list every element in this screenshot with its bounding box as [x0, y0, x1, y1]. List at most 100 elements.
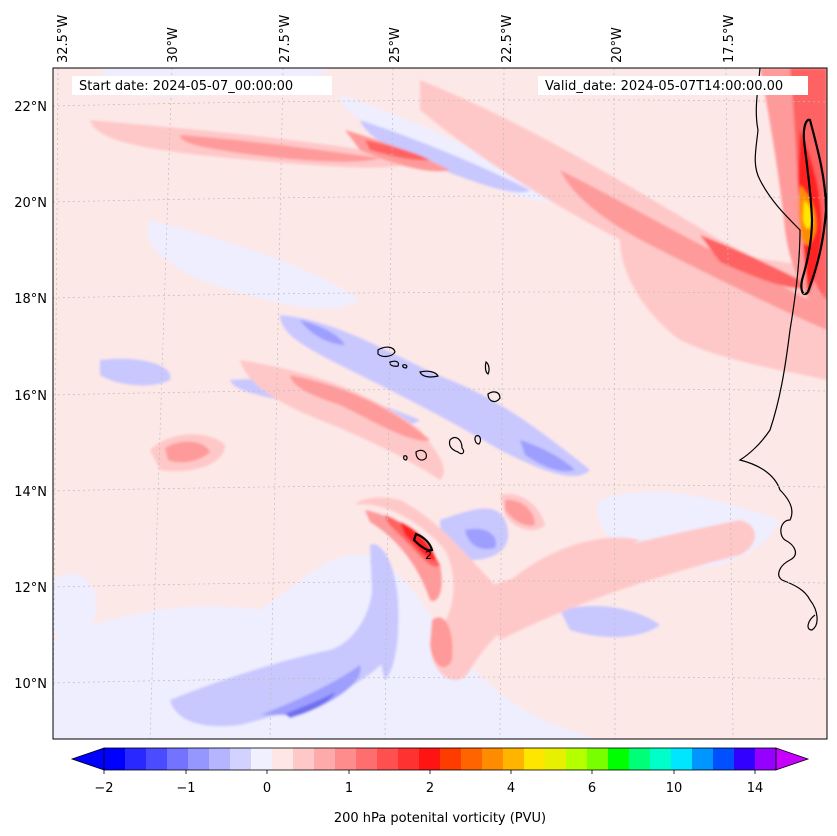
blue-band-southeast [560, 605, 660, 637]
meridian-17-5 [725, 68, 734, 739]
blue-core-dark [285, 692, 335, 718]
island-fogo [415, 449, 427, 461]
island-maio [474, 435, 482, 445]
lat-label: 10°N [14, 677, 47, 692]
africa-coastline [738, 68, 818, 631]
lon-label: 17.5°W [722, 15, 737, 63]
map-frame [52, 67, 828, 740]
colorbar-tick-label: 0 [263, 781, 271, 796]
colorbar-cell [482, 748, 504, 770]
lat-label: 12°N [14, 581, 47, 596]
meridian-20 [613, 68, 616, 739]
colorbar-cell [419, 748, 441, 770]
colorbar-cell [713, 748, 735, 770]
lon-label: 27.5°W [278, 15, 293, 63]
salmon-core-east [505, 499, 535, 526]
colorbar-tick-label: 4 [507, 781, 515, 796]
colorbar-cell [461, 748, 483, 770]
light-blue-region-centre [147, 220, 360, 309]
valid-date-box [538, 76, 808, 95]
colorbar-under-arrow [70, 747, 105, 771]
colorbar-cell [440, 748, 462, 770]
light-blue-region-west [53, 573, 97, 642]
colorbar-tick-label: 14 [747, 781, 764, 796]
lon-label: 30°W [166, 27, 181, 63]
light-blue-region-northband [340, 95, 560, 202]
colorbar-cell [167, 748, 189, 770]
colorbar-cell [230, 748, 252, 770]
colorbar-cell [146, 748, 168, 770]
colorbar-cell [524, 748, 546, 770]
colorbar-cell [650, 748, 672, 770]
colorbar-tick-marks [103, 770, 756, 774]
pink-band-centre [240, 360, 444, 480]
lon-label: 25°W [388, 27, 403, 63]
coastal-yellow [803, 200, 813, 229]
colorbar-tick-label: −1 [176, 781, 195, 796]
colorbar-cell [125, 748, 147, 770]
salmon-core-southvert [430, 617, 453, 668]
island-sao-vicente [389, 360, 400, 367]
island-brava [403, 455, 408, 461]
valid-date-text: Valid_date: 2024-05-07T14:00:00.00 [545, 79, 783, 94]
blue-core-hook [465, 528, 496, 550]
meridian-25 [384, 68, 394, 739]
colorbar-tick-label: 6 [588, 781, 596, 796]
colorbar: −2 −1 0 1 2 4 6 10 14 200 hPa potenital … [70, 747, 810, 826]
colorbar-cell [566, 748, 588, 770]
red-core-north [365, 140, 430, 161]
lat-label: 16°N [14, 389, 47, 404]
colorbar-ticks: −2 −1 0 1 2 4 6 10 14 [94, 770, 763, 796]
island-sao-nicolau [419, 370, 439, 378]
start-date-text: Start date: 2024-05-07_00:00:00 [79, 79, 293, 94]
colorbar-cell [188, 748, 210, 770]
salmon-core-centre [290, 375, 430, 441]
pv2-contours [412, 118, 827, 552]
lon-labels: 32.5°W 30°W 27.5°W 25°W 22.5°W 20°W 17.5… [56, 15, 737, 63]
contour-label-2: 2 [425, 549, 432, 562]
colorbar-over-arrow [775, 747, 810, 771]
colorbar-tick-label: 10 [666, 781, 683, 796]
colorbar-cell [692, 748, 714, 770]
colorbar-cell [104, 748, 126, 770]
blue-band-west [100, 358, 171, 386]
salmon-core-north [180, 135, 380, 162]
meridian-30 [149, 68, 173, 739]
blue-band-vertical [370, 544, 399, 680]
island-santo-antao [377, 346, 396, 358]
colorbar-cell [314, 748, 336, 770]
lon-label: 22.5°W [500, 15, 515, 63]
colorbar-cell [251, 748, 273, 770]
island-sal [484, 361, 490, 375]
colorbar-cell [377, 748, 399, 770]
colorbar-tick-label: 2 [426, 781, 434, 796]
pv2-contour-south [412, 532, 434, 552]
colorbar-cell [608, 748, 630, 770]
colorbar-cell [587, 748, 609, 770]
salmon-core-west [165, 441, 210, 463]
meridian-27-5 [269, 68, 284, 739]
blue-band-north [360, 120, 530, 193]
lat-label: 22°N [14, 100, 47, 115]
island-santiago [448, 436, 465, 455]
lat-label: 20°N [14, 196, 47, 211]
lon-label: 20°W [610, 27, 625, 63]
lon-label: 32.5°W [56, 15, 71, 63]
lat-label: 18°N [14, 292, 47, 307]
colorbar-tick-label: −2 [94, 781, 113, 796]
island-santa-luzia [402, 364, 408, 369]
blue-band-main [280, 315, 590, 477]
meridian-22-5 [499, 68, 505, 739]
colorbar-cells [104, 748, 777, 770]
colorbar-cell [671, 748, 693, 770]
colorbar-cell [503, 748, 525, 770]
start-date-box [72, 76, 332, 95]
colorbar-tick-label: 1 [345, 781, 353, 796]
blue-core-band [520, 440, 575, 472]
map-panel[interactable]: 2 Start date: 2024-05-07_00:00:00 Valid_… [53, 68, 827, 739]
lat-labels: 22°N 20°N 18°N 16°N 14°N 12°N 10°N [14, 100, 47, 692]
graticule [53, 68, 827, 739]
colorbar-cell [335, 748, 357, 770]
colorbar-cell [629, 748, 651, 770]
